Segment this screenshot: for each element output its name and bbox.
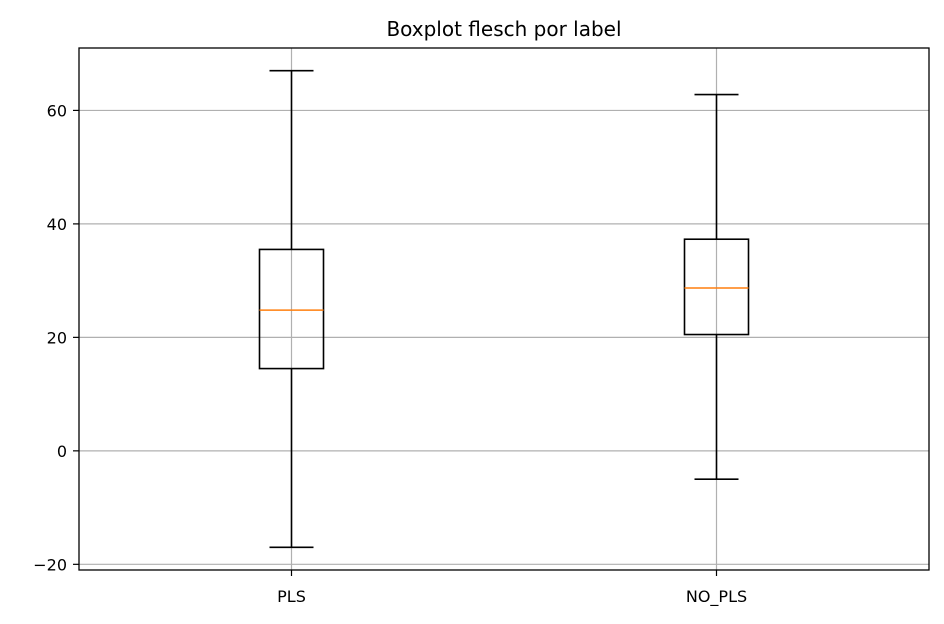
iqr-box — [683, 238, 750, 336]
box-pls — [258, 69, 325, 549]
x-tick-label: NO_PLS — [686, 587, 747, 607]
y-tick-label: 40 — [47, 215, 67, 234]
axes-frame — [78, 47, 930, 571]
y-tick-label: 60 — [47, 101, 67, 120]
grid — [79, 48, 929, 570]
y-tick-label: 20 — [47, 328, 67, 347]
x-tick-label: PLS — [277, 587, 306, 606]
iqr-box — [258, 248, 325, 370]
axis-ticks: −20 0 20 40 60 PLS NO_PLS — [33, 101, 747, 607]
boxes — [258, 69, 750, 549]
box-no-pls — [683, 93, 750, 481]
chart-title: Boxplot flesch por label — [386, 17, 621, 41]
y-tick-label: 0 — [57, 442, 67, 461]
y-tick-label: −20 — [33, 555, 67, 574]
